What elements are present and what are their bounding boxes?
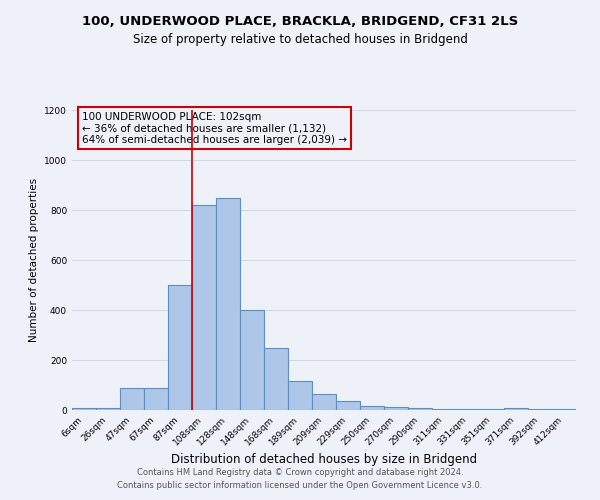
Bar bbox=[240, 310, 264, 410]
X-axis label: Distribution of detached houses by size in Bridgend: Distribution of detached houses by size … bbox=[171, 452, 477, 466]
Bar bbox=[504, 408, 528, 410]
Bar bbox=[312, 394, 336, 410]
Bar bbox=[192, 205, 216, 410]
Bar bbox=[144, 388, 168, 410]
Y-axis label: Number of detached properties: Number of detached properties bbox=[29, 178, 38, 342]
Bar bbox=[72, 408, 96, 410]
Bar bbox=[288, 381, 312, 410]
Bar bbox=[528, 409, 552, 410]
Bar bbox=[96, 408, 120, 410]
Bar bbox=[456, 409, 480, 410]
Bar bbox=[216, 198, 240, 410]
Bar bbox=[360, 406, 384, 410]
Text: Contains public sector information licensed under the Open Government Licence v3: Contains public sector information licen… bbox=[118, 480, 482, 490]
Text: Size of property relative to detached houses in Bridgend: Size of property relative to detached ho… bbox=[133, 32, 467, 46]
Text: 100, UNDERWOOD PLACE, BRACKLA, BRIDGEND, CF31 2LS: 100, UNDERWOOD PLACE, BRACKLA, BRIDGEND,… bbox=[82, 15, 518, 28]
Bar bbox=[264, 348, 288, 410]
Text: Contains HM Land Registry data © Crown copyright and database right 2024.: Contains HM Land Registry data © Crown c… bbox=[137, 468, 463, 477]
Bar bbox=[408, 408, 432, 410]
Bar bbox=[120, 388, 144, 410]
Bar bbox=[168, 285, 192, 410]
Bar bbox=[552, 409, 576, 410]
Bar bbox=[336, 401, 360, 410]
Bar bbox=[384, 407, 408, 410]
Bar bbox=[432, 409, 456, 410]
Text: 100 UNDERWOOD PLACE: 102sqm
← 36% of detached houses are smaller (1,132)
64% of : 100 UNDERWOOD PLACE: 102sqm ← 36% of det… bbox=[82, 112, 347, 144]
Bar bbox=[480, 409, 504, 410]
